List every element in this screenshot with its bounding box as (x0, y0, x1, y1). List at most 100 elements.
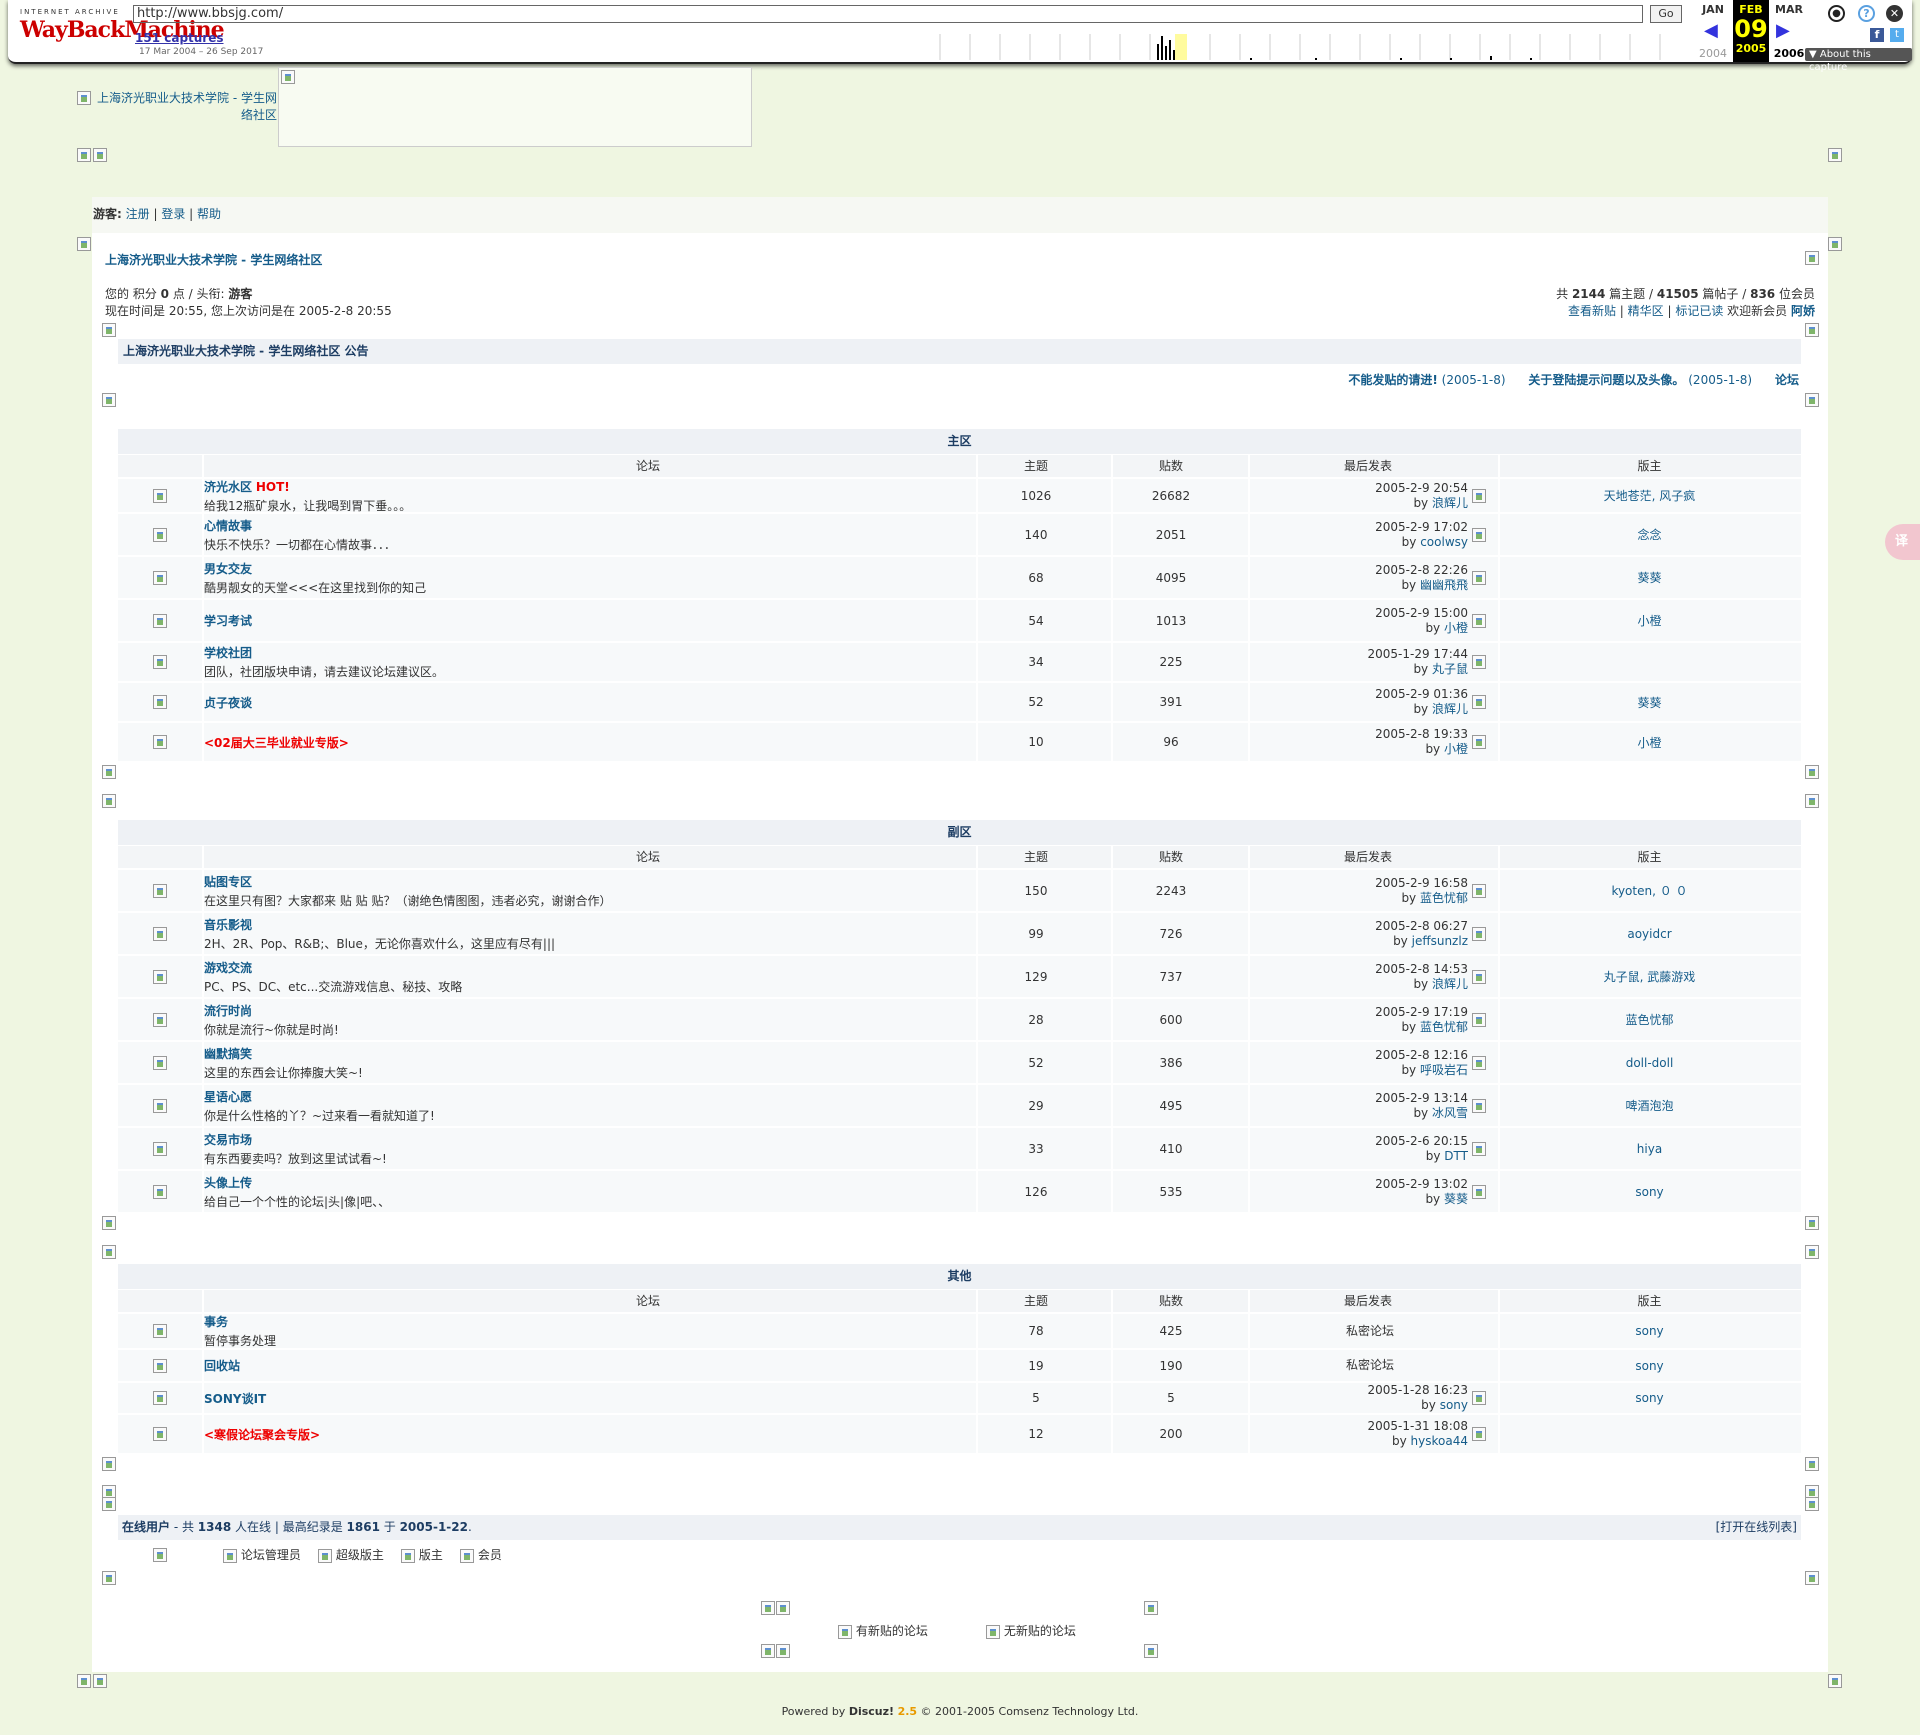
goto-last-post-icon[interactable] (1472, 969, 1486, 984)
next-arrow-icon[interactable]: ▶ (1776, 20, 1790, 41)
forum-name-link[interactable]: 济光水区 (204, 479, 253, 494)
goto-last-post-icon[interactable] (1472, 527, 1486, 542)
forum-moderators[interactable]: 念念 (1637, 528, 1662, 542)
forum-moderators[interactable]: sony (1635, 1184, 1664, 1199)
last-post-author-link[interactable]: DTT (1444, 1148, 1468, 1163)
forum-name-link[interactable]: 事务 (204, 1315, 229, 1329)
goto-last-post-icon[interactable] (1472, 926, 1486, 941)
forum-name-link[interactable]: 幽默搞笑 (204, 1046, 253, 1061)
view-new-posts-link[interactable]: 查看新贴 (1567, 304, 1616, 318)
help-link[interactable]: 帮助 (197, 207, 222, 221)
last-post-author-link[interactable]: 浪辉儿 (1431, 976, 1468, 991)
forum-moderators[interactable]: 葵葵 (1637, 571, 1662, 585)
forum-name-link[interactable]: SONY谈IT (204, 1391, 267, 1406)
announcement-item[interactable]: 论坛 (1774, 373, 1799, 387)
forum-name-link[interactable]: 星语心愿 (204, 1089, 253, 1104)
wayback-sparkline[interactable] (930, 34, 1690, 60)
last-post-author-link[interactable]: 蓝色忧郁 (1419, 1019, 1468, 1034)
goto-last-post-icon[interactable] (1472, 1141, 1486, 1156)
forum-name-link[interactable]: 音乐影视 (204, 917, 253, 932)
goto-last-post-icon[interactable] (1472, 655, 1486, 669)
forum-moderators[interactable]: doll-doll (1625, 1055, 1674, 1070)
goto-last-post-icon[interactable] (1472, 735, 1486, 749)
goto-last-post-icon[interactable] (1472, 695, 1486, 709)
help-icon[interactable]: ? (1858, 5, 1875, 22)
last-post-author-link[interactable]: 幽幽飛飛 (1419, 577, 1468, 592)
register-link[interactable]: 注册 (125, 207, 150, 221)
goto-last-post-icon[interactable] (1472, 570, 1486, 585)
forum-name-link[interactable]: 头像上传 (204, 1175, 253, 1190)
last-post-author-link[interactable]: 小橙 (1443, 620, 1468, 635)
goto-last-post-icon[interactable] (1472, 1184, 1486, 1199)
online-label[interactable]: 在线用户 (122, 1520, 171, 1534)
close-icon[interactable]: ✕ (1886, 5, 1903, 22)
forum-name-link[interactable]: 学校社团 (204, 646, 253, 660)
forum-moderators[interactable]: 天地苍茫, 风子疯 (1603, 489, 1696, 503)
forum-name-link[interactable]: 贴图专区 (204, 874, 253, 889)
forum-moderators[interactable] (1498, 1415, 1801, 1453)
last-post-author-link[interactable]: coolwsy (1420, 534, 1468, 549)
forum-name-link[interactable]: 回收站 (204, 1359, 241, 1373)
wayback-logo[interactable]: INTERNET ARCHIVE WayBackMachine (20, 8, 225, 54)
forum-moderators[interactable]: 丸子鼠, 武藤游戏 (1603, 970, 1696, 984)
forum-moderators[interactable]: sony (1635, 1391, 1664, 1405)
twitter-icon[interactable]: t (1890, 28, 1904, 42)
forum-moderators[interactable]: 蓝色忧郁 (1625, 1013, 1674, 1027)
goto-last-post-icon[interactable] (1472, 1391, 1486, 1405)
last-post-author-link[interactable]: 葵葵 (1443, 1191, 1468, 1206)
goto-last-post-icon[interactable] (1472, 488, 1486, 503)
newest-member-link[interactable]: 阿娇 (1790, 304, 1815, 318)
goto-last-post-icon[interactable] (1472, 613, 1486, 628)
account-icon[interactable]: ● (1828, 5, 1845, 22)
forum-moderators[interactable]: sony (1635, 1358, 1664, 1373)
goto-last-post-icon[interactable] (1472, 1055, 1486, 1070)
forum-name-link[interactable]: <寒假论坛聚会专版> (204, 1427, 321, 1442)
goto-last-post-icon[interactable] (1472, 1427, 1486, 1441)
forum-name-link[interactable]: 心情故事 (204, 518, 253, 533)
forum-moderators[interactable]: kyoten, ０ ０ (1611, 884, 1688, 898)
forum-name-link[interactable]: 游戏交流 (204, 960, 253, 975)
forum-moderators[interactable]: 啤酒泡泡 (1625, 1099, 1674, 1113)
last-post-author-link[interactable]: 丸子鼠 (1431, 662, 1468, 676)
prev-year[interactable]: 2004 (1699, 47, 1727, 60)
digest-link[interactable]: 精华区 (1627, 304, 1664, 318)
forum-name-link[interactable]: 学习考试 (204, 614, 253, 628)
forum-moderators[interactable]: 葵葵 (1637, 695, 1662, 710)
forum-name-link[interactable]: 交易市场 (204, 1132, 253, 1147)
open-online-list-link[interactable]: [打开在线列表] (1715, 1520, 1797, 1534)
goto-last-post-icon[interactable] (1472, 883, 1486, 898)
translate-icon[interactable]: 译 (1885, 524, 1920, 560)
mark-read-link[interactable]: 标记已读 (1675, 304, 1724, 318)
next-month-label[interactable]: MAR (1775, 3, 1803, 16)
facebook-icon[interactable]: f (1870, 28, 1884, 42)
goto-last-post-icon[interactable] (1472, 1098, 1486, 1113)
forum-moderators[interactable]: sony (1635, 1324, 1664, 1338)
last-post-author-link[interactable]: 浪辉儿 (1431, 702, 1468, 716)
goto-last-post-icon[interactable] (1472, 1012, 1486, 1027)
last-post-author-link[interactable]: 冰风雪 (1431, 1105, 1468, 1120)
wayback-url-input[interactable]: http://www.bbsjg.com/ (133, 5, 1643, 23)
prev-month-label[interactable]: JAN (1702, 3, 1724, 16)
forum-name-link[interactable]: 贞子夜谈 (204, 695, 253, 710)
last-post-author-link[interactable]: 浪辉儿 (1431, 495, 1468, 510)
announcement-item[interactable]: 关于登陆提示问题以及头像。 (1528, 373, 1685, 387)
last-post-author-link[interactable]: hyskoa44 (1410, 1434, 1468, 1448)
last-post-author-link[interactable]: sony (1439, 1398, 1468, 1412)
forum-moderators[interactable]: hiya (1636, 1141, 1663, 1156)
last-post-author-link[interactable]: 小橙 (1443, 742, 1468, 756)
forum-name-link[interactable]: <02届大三毕业就业专版> (204, 735, 349, 750)
wayback-go-button[interactable]: Go (1650, 5, 1682, 23)
last-post-author-link[interactable]: jeffsunzlz (1411, 933, 1468, 948)
next-year[interactable]: 2006 (1773, 47, 1805, 60)
prev-arrow-icon[interactable]: ◀ (1704, 20, 1718, 41)
wayback-captures-link[interactable]: 151 captures (135, 31, 224, 45)
site-logo-alt[interactable]: 上海济光职业大技术学院 - 学生网络社区 (97, 91, 277, 122)
forum-name-link[interactable]: 男女交友 (204, 561, 253, 576)
login-link[interactable]: 登录 (161, 207, 186, 221)
footer-brand[interactable]: Discuz! (848, 1705, 895, 1718)
forum-moderators[interactable]: 小橙 (1637, 735, 1662, 750)
announcement-item[interactable]: 不能发贴的请进! (1348, 373, 1438, 387)
last-post-author-link[interactable]: 呼吸岩石 (1419, 1062, 1468, 1077)
forum-name-link[interactable]: 流行时尚 (204, 1003, 253, 1018)
forum-moderators[interactable] (1498, 643, 1801, 681)
